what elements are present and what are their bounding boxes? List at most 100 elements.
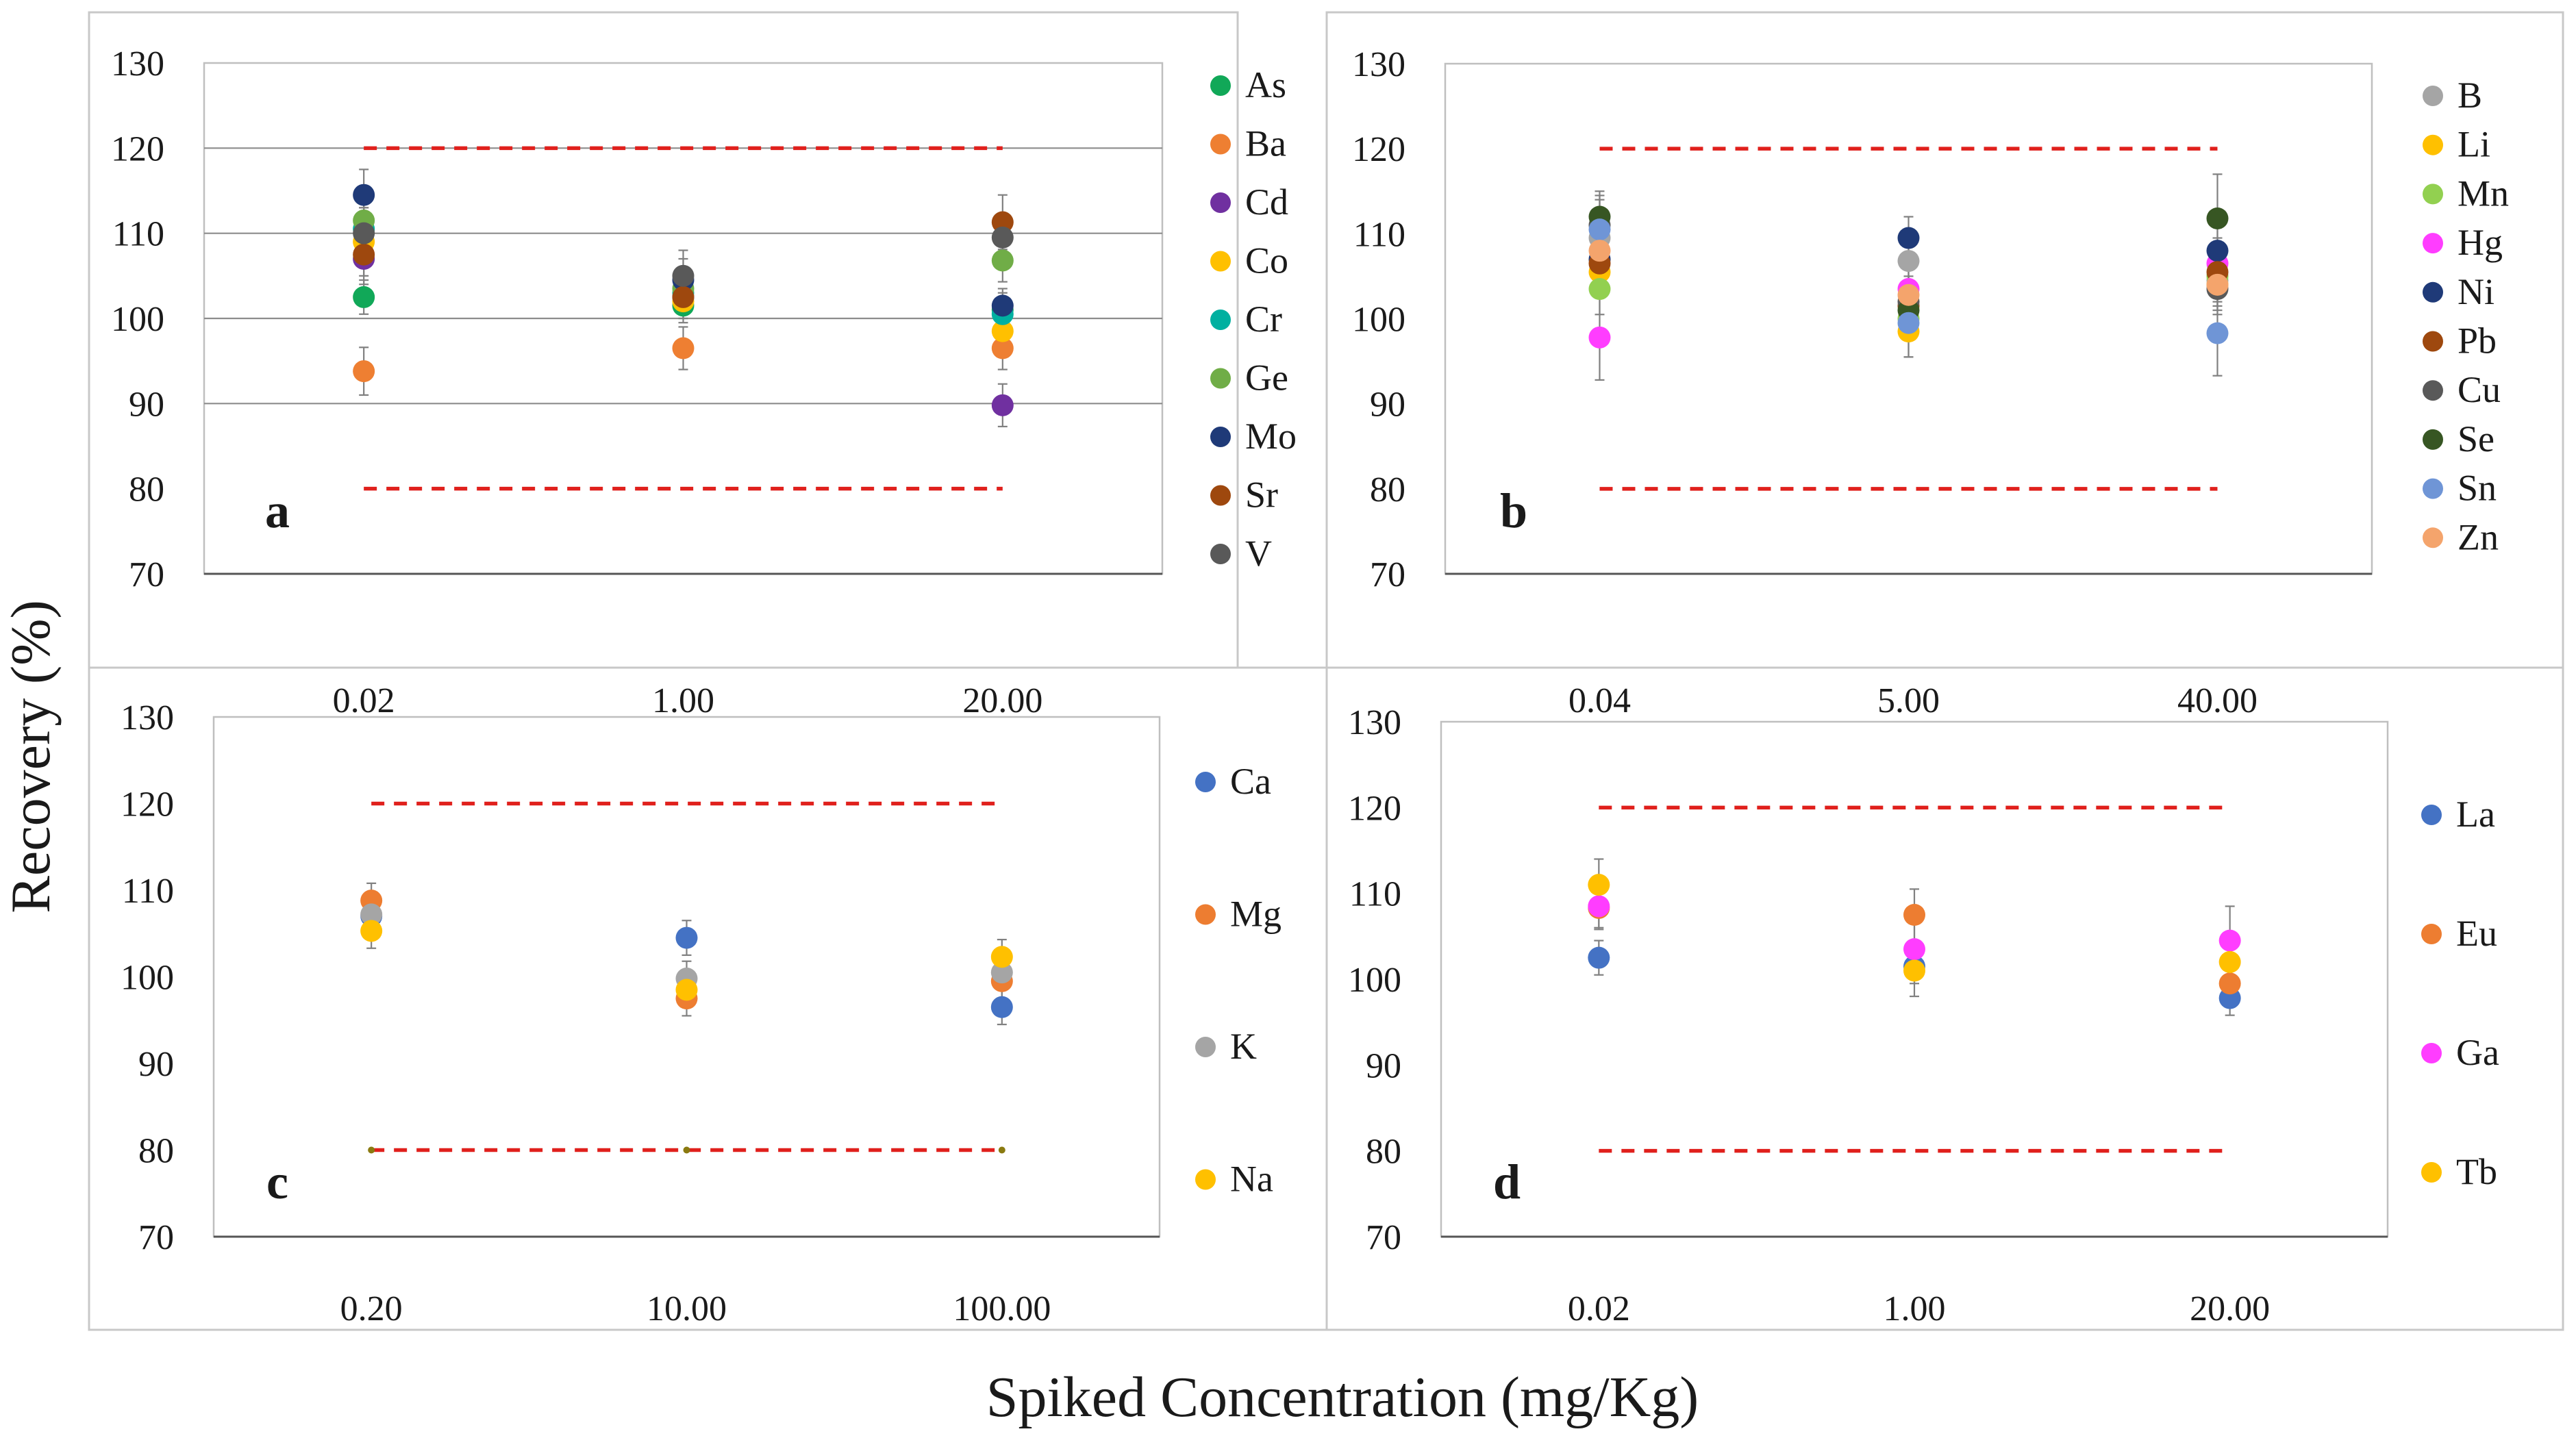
x-tick-label: 20.00 — [2190, 1289, 2270, 1328]
y-tick-label: 130 — [1348, 703, 1401, 742]
point-na — [990, 946, 1013, 968]
point-sn — [1897, 312, 1920, 334]
legend: B Li Mn Hg Ni Pb Cu Se Sn Zn — [2423, 75, 2509, 557]
point-zn — [1897, 283, 1920, 306]
legend-label: Hg — [2458, 222, 2503, 263]
point-tb — [1588, 874, 1610, 896]
panel-border — [88, 11, 1239, 669]
point-eu — [1903, 904, 1925, 926]
y-tick-label: 70 — [1370, 555, 1405, 594]
legend-marker — [2423, 527, 2443, 548]
y-tick-label: 120 — [121, 785, 174, 824]
x-tick-label: 0.02 — [1568, 1289, 1630, 1328]
legend-marker — [2423, 331, 2443, 352]
point-k — [990, 961, 1013, 984]
legend-marker — [1210, 251, 1231, 272]
point-v — [672, 264, 695, 287]
point-cd — [991, 394, 1014, 416]
point-ni — [2206, 240, 2229, 262]
y-tick-label: 110 — [112, 215, 164, 254]
legend: As Ba Cd Co Cr Ge Mo Sr V — [1210, 64, 1297, 574]
point-ga — [1903, 938, 1925, 961]
legend-marker — [1210, 485, 1231, 506]
panel-border — [1325, 11, 2564, 669]
legend-label: Li — [2458, 124, 2490, 165]
y-tick-label: 100 — [111, 300, 164, 339]
point-ba — [672, 337, 695, 360]
legend-label: Mo — [1245, 416, 1297, 457]
y-tick-label: 130 — [121, 698, 174, 737]
legend-marker — [2423, 134, 2443, 155]
point-ca — [990, 996, 1013, 1018]
x-tick-label: 5.00 — [1877, 681, 1940, 720]
point-ga — [1588, 895, 1610, 918]
panel-letter: a — [265, 483, 290, 538]
point-ni — [1897, 227, 1920, 249]
x-tick-label: 20.00 — [962, 681, 1042, 720]
chart-panel-c: 70 80 90 100 110 120 130 0.20 10.00 100.00 c Ca Mg K N… — [88, 666, 1328, 1331]
legend-label: Mn — [2458, 173, 2509, 214]
legend-marker — [2423, 233, 2443, 254]
legend-label: B — [2458, 75, 2482, 116]
legend-marker — [1210, 310, 1231, 330]
legend: Ca Mg K Na — [1195, 761, 1281, 1200]
point-co — [991, 320, 1014, 342]
point-sn — [2206, 322, 2229, 344]
legend-marker — [2421, 805, 2442, 825]
legend-label: Cr — [1245, 299, 1282, 340]
legend-marker — [1195, 1169, 1216, 1190]
legend-marker — [2423, 478, 2443, 499]
y-tick-label: 100 — [1352, 301, 1405, 340]
limit-marker — [998, 1146, 1005, 1154]
point-hg — [1588, 326, 1611, 349]
point-na — [675, 979, 698, 1001]
y-tick-label: 100 — [121, 959, 174, 998]
legend-label: As — [1245, 64, 1286, 105]
y-axis-title: Recovery (%) — [0, 600, 62, 913]
point-se — [2206, 207, 2229, 229]
point-tb — [1903, 959, 1925, 982]
point-mn — [1588, 278, 1611, 301]
legend-marker — [2423, 86, 2443, 106]
x-tick-label: 0.02 — [333, 681, 395, 720]
legend-marker — [2421, 924, 2442, 944]
panel-border — [88, 666, 1328, 1331]
legend-marker — [1210, 427, 1231, 447]
legend-label: Eu — [2456, 913, 2497, 954]
legend-label: Zn — [2458, 516, 2499, 557]
y-tick-label: 70 — [138, 1218, 174, 1257]
y-tick-label: 120 — [1352, 130, 1405, 169]
x-tick-label: 40.00 — [2177, 681, 2258, 720]
point-ca — [675, 926, 698, 949]
y-tick-label: 120 — [1348, 789, 1401, 828]
panel-letter: c — [266, 1155, 288, 1209]
point-ba — [353, 360, 375, 383]
point-mo — [991, 294, 1014, 317]
legend-label: Se — [2458, 418, 2494, 459]
legend-label: V — [1245, 533, 1272, 574]
point-ba — [991, 337, 1014, 360]
y-tick-label: 110 — [1353, 215, 1405, 254]
point-sr — [353, 243, 375, 266]
x-tick-label: 0.20 — [340, 1289, 403, 1328]
y-tick-label: 90 — [129, 385, 164, 424]
chart-panels: 70 80 90 100 110 120 130 0.02 1.00 20.00 a As Ba Cd Co… — [88, 11, 2564, 1331]
legend-marker — [1210, 368, 1231, 389]
point-as — [353, 286, 375, 308]
point-zn — [1588, 240, 1611, 262]
legend-label: K — [1230, 1026, 1257, 1067]
legend-label: Sn — [2458, 468, 2497, 509]
point-eu — [2218, 972, 2241, 995]
y-tick-label: 70 — [1366, 1218, 1401, 1257]
y-tick-label: 90 — [138, 1045, 174, 1084]
legend-marker — [1195, 904, 1216, 925]
x-tick-label: 100.00 — [953, 1289, 1051, 1328]
legend-marker — [1210, 75, 1231, 96]
legend-label: Na — [1230, 1159, 1273, 1200]
chart-panel-d: 70 80 90 100 110 120 130 0.02 1.00 20.00 d La Eu Ga Tb — [1325, 666, 2564, 1331]
chart-panel-a: 70 80 90 100 110 120 130 0.02 1.00 20.00 a As Ba Cd Co… — [88, 11, 1297, 720]
x-tick-label: 1.00 — [1884, 1289, 1946, 1328]
y-tick-label: 80 — [138, 1132, 174, 1171]
legend-marker — [2423, 429, 2443, 450]
y-tick-label: 130 — [1352, 45, 1405, 84]
